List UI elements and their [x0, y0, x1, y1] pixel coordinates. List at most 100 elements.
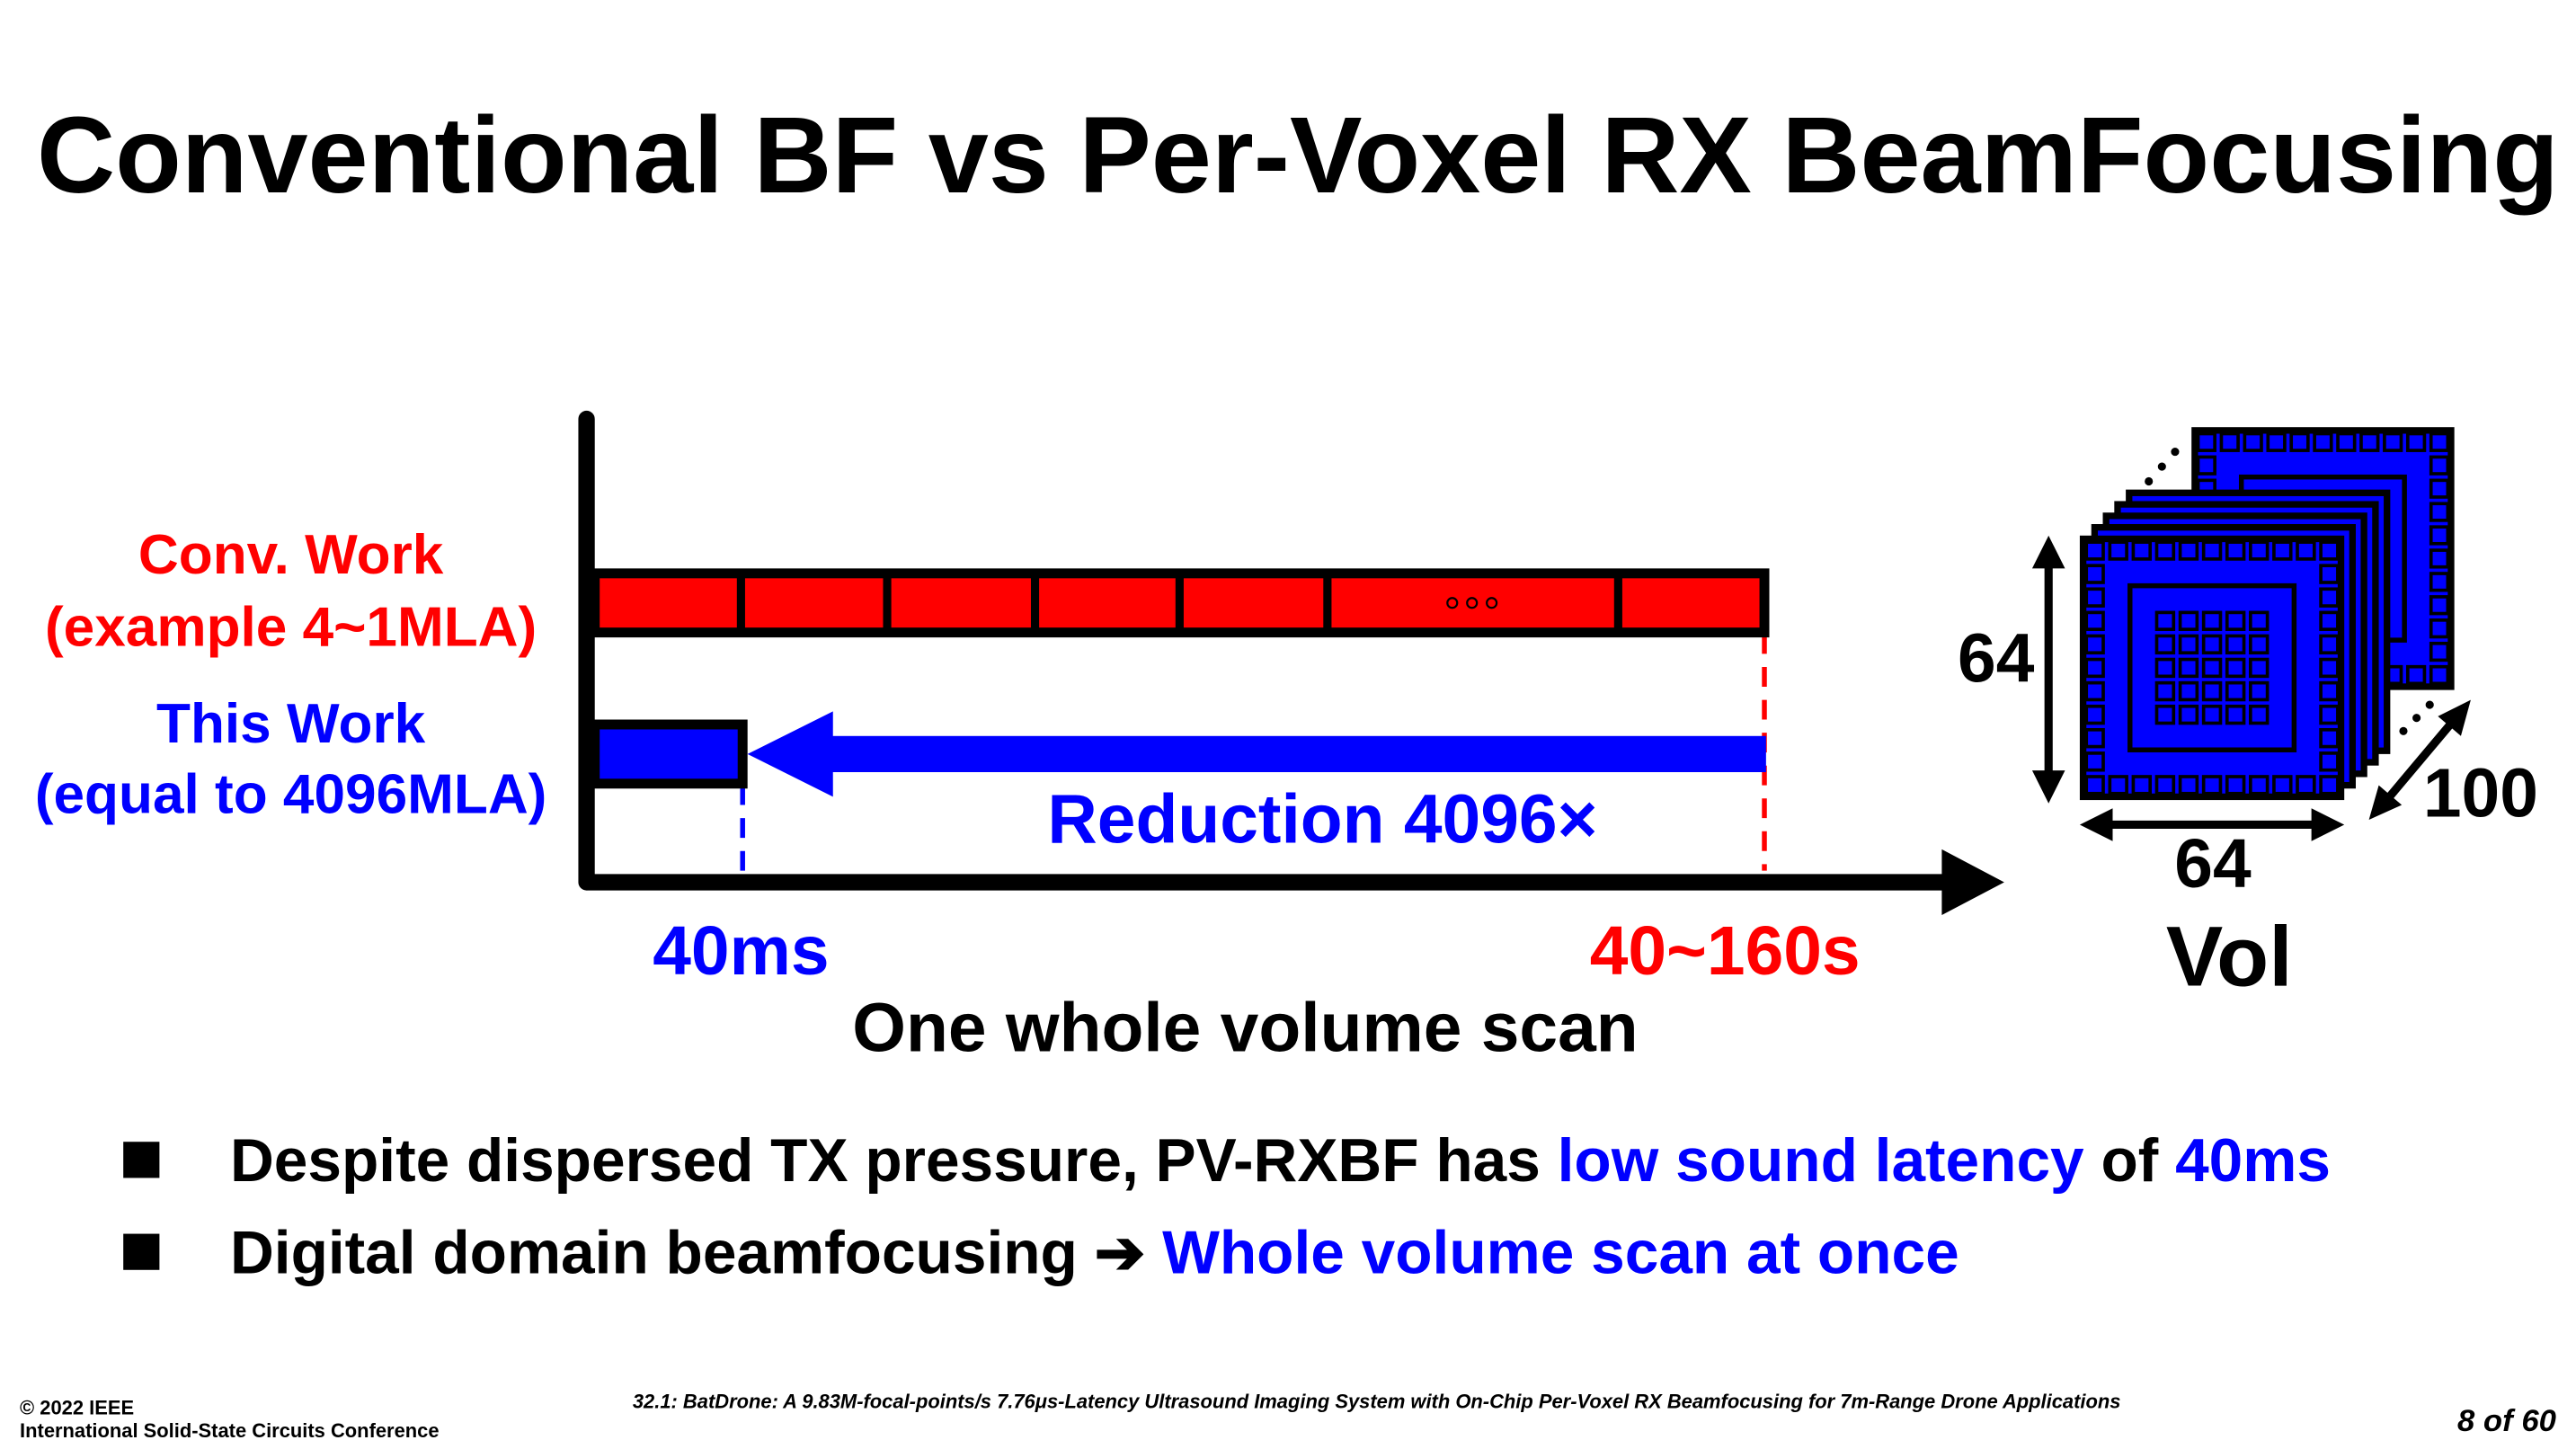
vol-cell [2249, 657, 2270, 679]
vol-cell [2319, 727, 2340, 749]
axis-label: One whole volume scan [852, 991, 1638, 1067]
vol-cell [2084, 540, 2105, 561]
vol-cell [2319, 610, 2340, 631]
vol-cell [2319, 775, 2340, 796]
bullet: Digital domain beamfocusing ➔ Whole volu… [230, 1219, 1959, 1286]
vol-cell [2108, 540, 2128, 561]
vol-cell [2383, 431, 2403, 452]
vol-cell [2405, 664, 2427, 686]
vol-cell [2319, 680, 2340, 702]
vol-cell [2084, 775, 2105, 796]
footer-conference: International Solid-State Circuits Confe… [20, 1419, 440, 1442]
vol-cell [2201, 680, 2223, 702]
vol-cell [2178, 680, 2199, 702]
vol-cell [2319, 540, 2340, 561]
vol-cell [2289, 431, 2310, 452]
bullet-segment: ➔ [1095, 1219, 1162, 1286]
vol-cell [2319, 587, 2340, 608]
bullet-marker [123, 1142, 160, 1178]
vol-cell [2429, 525, 2450, 546]
volume-icon [2079, 427, 2455, 801]
vol-cell [2196, 431, 2216, 452]
vol-cell [2313, 431, 2333, 452]
vol-cell [2178, 610, 2199, 631]
vol-cell [2225, 775, 2246, 796]
vol-cell [2154, 610, 2176, 631]
vol-cell [2084, 657, 2105, 679]
vol-frame [2127, 582, 2297, 752]
vol-cell [2154, 680, 2176, 702]
vol-cell [2201, 775, 2223, 796]
vol-cell [2336, 431, 2357, 452]
vol-cell [2154, 634, 2176, 655]
vol-cell [2154, 657, 2176, 679]
vol-cell [2429, 478, 2450, 499]
vol-cell [2201, 634, 2223, 655]
vol-cell [2219, 431, 2240, 452]
reduction-arrow-head [747, 711, 833, 797]
vol-cell [2225, 657, 2246, 679]
vol-cell [2084, 727, 2105, 749]
footer-copyright: © 2022 IEEE [20, 1397, 134, 1419]
this-label: (equal to 4096MLA) [35, 764, 547, 826]
x-axis-arrow [1941, 849, 2004, 916]
timeline [578, 410, 2004, 916]
vol-cell [2319, 704, 2340, 725]
vol-cell [2178, 540, 2199, 561]
time-this: 40ms [653, 913, 829, 990]
vol-cell [2429, 618, 2450, 639]
vol-cell [2225, 540, 2246, 561]
this-label: This Work [156, 693, 426, 755]
vol-cell [2296, 775, 2316, 796]
vol-cell [2178, 634, 2199, 655]
vol-cell [2249, 540, 2270, 561]
vol-cell [2319, 657, 2340, 679]
vol-cell [2429, 548, 2450, 569]
vol-cell [2429, 595, 2450, 616]
vol-cell [2154, 704, 2176, 725]
bullet-segment: 40ms [2175, 1127, 2331, 1195]
vol-cell [2272, 775, 2293, 796]
vol-cell [2249, 680, 2270, 702]
vol-cell [2084, 751, 2105, 772]
bullet-segment: of [2084, 1127, 2175, 1195]
vol-cell [2084, 680, 2105, 702]
volume-dimensions [2031, 535, 2471, 841]
vol-cell [2131, 540, 2153, 561]
vol-cell [2084, 564, 2105, 584]
vol-cell [2429, 455, 2450, 476]
vol-cell [2359, 431, 2380, 452]
conv-dividers [736, 573, 1622, 633]
bullet-marker [123, 1233, 160, 1270]
vol-cell [2131, 775, 2153, 796]
vol-cell [2196, 455, 2216, 476]
vol-cell [2429, 502, 2450, 522]
vol-cell [2154, 775, 2176, 796]
vol-cell [2225, 634, 2246, 655]
reduction-label: Reduction 4096× [1047, 782, 1597, 858]
vol-cell [2178, 657, 2199, 679]
vol-width: 64 [2174, 826, 2252, 902]
bullet-segment: low sound latency [1558, 1127, 2084, 1195]
vol-label: Vol [2166, 910, 2293, 1005]
footer-paper: 32.1: BatDrone: A 9.83M-focal-points/s 7… [633, 1390, 2121, 1412]
vol-cell [2429, 641, 2450, 662]
vol-cell [2178, 775, 2199, 796]
vol-cell [2319, 564, 2340, 584]
vol-cell [2429, 431, 2450, 452]
vol-cell [2201, 540, 2223, 561]
vol-cell [2084, 610, 2105, 631]
vol-cell [2243, 431, 2263, 452]
bullet: Despite dispersed TX pressure, PV-RXBF h… [230, 1127, 2331, 1195]
reduction-arrow-shaft [821, 735, 1766, 773]
conv-label: Conv. Work [138, 524, 444, 586]
vol-cell [2296, 540, 2316, 561]
vol-cell [2429, 572, 2450, 592]
vol-cell [2108, 775, 2128, 796]
vol-cell [2084, 634, 2105, 655]
vol-cell [2266, 431, 2287, 452]
vol-cell [2225, 610, 2246, 631]
vol-cell [2429, 664, 2450, 686]
